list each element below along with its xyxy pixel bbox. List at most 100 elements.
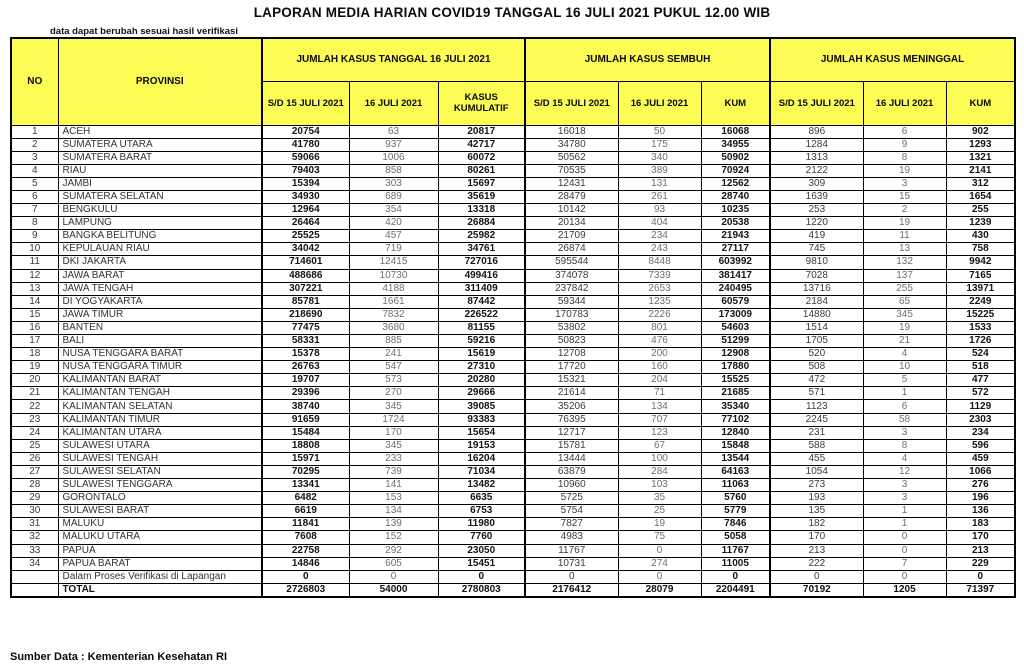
cell-value: 7 [862,556,947,571]
cell-value: 547 [348,360,439,375]
cell-value: 34042 [261,242,350,257]
cell-value: 1293 [945,137,1016,152]
cell-value: 276 [945,478,1016,493]
cell-value: 75 [617,530,702,545]
cell-value: 12431 [524,176,619,191]
header-group-row: NO PROVINSI JUMLAH KASUS TANGGAL 16 JULI… [10,37,1016,126]
cell-value: 2249 [945,294,1016,309]
cell-value: 12964 [261,203,350,218]
cell-value: 87442 [437,294,526,309]
cell-value: 15394 [261,176,350,191]
cell-value: 15451 [437,556,526,571]
cell-value: 41780 [261,137,350,152]
table-row: 20 KALIMANTAN BARAT 19707 573 20280 15321 204 1… [10,373,1016,388]
cell-value: 27310 [437,360,526,375]
cell-value: 1639 [769,189,864,205]
cell-value: 12708 [524,347,619,362]
cell-value: 1 [862,517,947,532]
province-name: SULAWESI TENGGARA [57,478,263,493]
cell-value: 6753 [437,504,526,519]
cell-value: 1 [862,504,947,519]
cell-value: 714601 [261,255,350,270]
cell-value: 13444 [524,451,619,466]
cell-value: 16018 [524,124,619,139]
cell-value: 3 [862,176,947,191]
cell-value: 595544 [524,255,619,270]
row-number: 29 [10,491,59,506]
cell-value: 8 [862,438,947,453]
cell-value: 1654 [945,189,1016,205]
table-row: 17 BALI 58331 885 59216 50823 476 51299 1705 21 17… [10,333,1016,349]
cell-value: 745 [769,242,864,257]
row-number: 19 [10,360,59,375]
cell-value: 902 [945,124,1016,139]
cell-value: 572 [945,386,1016,401]
cell-value: 11767 [524,543,619,558]
cell-value: 9942 [945,255,1016,270]
header-group-meninggal: JUMLAH KASUS MENINGGAL [769,37,1016,82]
cell-value: 218690 [261,307,350,322]
cell-value: 253 [769,203,864,218]
cell-value: 10730 [348,268,439,283]
header-group-kasus: JUMLAH KASUS TANGGAL 16 JULI 2021 [260,37,526,82]
cell-value: 12562 [700,176,771,191]
cell-value: 60072 [437,150,526,165]
row-number: 6 [10,189,59,205]
cell-value: 65 [862,294,947,309]
cell-value: 34780 [524,137,619,152]
cell-value: 13716 [769,281,864,296]
cell-value: 183 [945,517,1016,532]
cell-value: 50562 [524,150,619,165]
header-kasus-16juli: 16 JULI 2021 [348,80,439,126]
table-header: NO PROVINSI JUMLAH KASUS TANGGAL 16 JULI… [10,37,1016,126]
cell-value: 0 [769,569,864,584]
cell-value: 85781 [261,294,350,309]
cell-value: 0 [524,569,619,584]
cell-value: 739 [348,464,439,480]
province-name: BANTEN [57,320,263,336]
cell-value: 132 [862,255,947,270]
cell-value: 6619 [261,504,350,519]
cell-value: 3 [862,425,947,440]
row-number: 18 [10,347,59,362]
cell-value: 10142 [524,203,619,218]
table-row: 3 SUMATERA BARAT 59066 1006 60072 50562 340 509… [10,150,1016,165]
cell-value: 5058 [700,530,771,545]
cell-value: 160 [617,360,702,375]
cell-value: 9810 [769,255,864,270]
header-group-sembuh: JUMLAH KASUS SEMBUH [524,37,771,82]
cell-value: 1054 [769,464,864,480]
cell-value: 1313 [769,150,864,165]
province-name: DKI JAKARTA [57,255,263,270]
cell-value: 15225 [945,307,1016,322]
cell-value: 1284 [769,137,864,152]
cell-value: 11 [862,229,947,244]
table-row: 10 KEPULAUAN RIAU 34042 719 34761 26874 243 271… [10,242,1016,257]
cell-value: 0 [617,543,702,558]
cell-value: 273 [769,478,864,493]
cell-value: 213 [769,543,864,558]
header-meninggal-16juli: 16 JULI 2021 [862,80,947,126]
row-number: 17 [10,333,59,349]
cell-value: 488686 [261,268,350,283]
table-row: 34 PAPUA BARAT 14846 605 15451 10731 274 11005 2… [10,556,1016,571]
row-number [10,582,59,598]
cell-value: 26884 [437,216,526,231]
cell-value: 26874 [524,242,619,257]
cell-value: 231 [769,425,864,440]
cell-value: 123 [617,425,702,440]
cell-value: 476 [617,333,702,349]
cell-value: 222 [769,556,864,571]
cell-value: 58 [862,412,947,427]
province-name: NUSA TENGGARA BARAT [57,347,263,362]
cell-value: 22758 [261,543,350,558]
cell-value: 4 [862,451,947,466]
cell-value: 2141 [945,163,1016,178]
table-row: 4 RIAU 79403 858 80261 70535 389 70924 2122 19 214… [10,163,1016,178]
table-row: 12 JAWA BARAT 488686 10730 499416 374078 7339 3… [10,268,1016,283]
table-row: 16 BANTEN 77475 3680 81155 53802 801 54603 1514 1… [10,320,1016,336]
table-row: 5 JAMBI 15394 303 15697 12431 131 12562 309 3 312 [10,176,1016,191]
cell-value: 81155 [437,320,526,336]
cell-value: 10235 [700,203,771,218]
cell-value: 0 [862,543,947,558]
